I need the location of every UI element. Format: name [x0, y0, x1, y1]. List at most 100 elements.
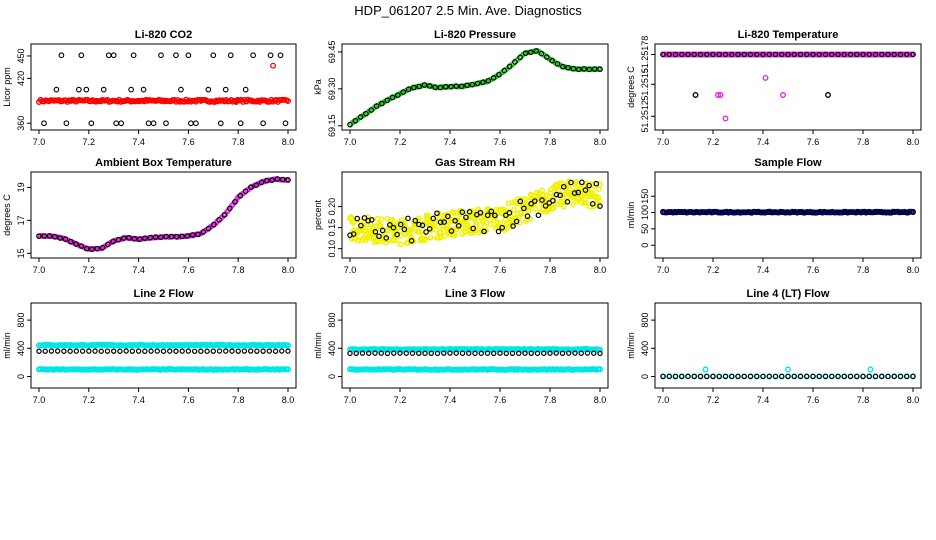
x-tick-label: 7.6	[182, 137, 195, 147]
data-point	[559, 350, 566, 356]
x-tick-label: 8.0	[907, 137, 920, 147]
data-point	[518, 210, 525, 217]
data-point	[267, 52, 274, 59]
data-point	[279, 348, 285, 354]
data-point	[205, 86, 212, 93]
x-tick-label: 7.4	[444, 395, 457, 405]
data-point	[397, 221, 404, 228]
data-point	[679, 209, 685, 215]
y-axis-label: ml/min	[626, 202, 636, 229]
data-point	[200, 229, 207, 235]
panel-2: Li-820 Temperature 7.0 7.2 7.4 7.6 7.8 8.0 51.2…	[626, 29, 922, 147]
data-point	[517, 54, 524, 61]
data-point	[528, 49, 534, 56]
data-point	[387, 222, 393, 228]
data-point	[422, 350, 428, 357]
data-point	[447, 350, 453, 356]
data-point	[910, 209, 916, 215]
data-point	[416, 350, 422, 356]
data-point	[547, 350, 553, 356]
data-point	[178, 86, 184, 93]
data-point	[36, 348, 42, 354]
x-tick-label: 7.8	[857, 137, 870, 147]
data-point	[568, 179, 574, 186]
data-point	[729, 209, 735, 215]
data-point	[474, 80, 481, 87]
data-point	[497, 350, 503, 356]
data-point	[539, 197, 545, 203]
data-point	[575, 66, 582, 73]
data-point	[378, 216, 385, 223]
y-tick-label: 51.2515	[640, 68, 650, 101]
data-point	[448, 228, 455, 234]
data-point	[67, 238, 74, 245]
data-point	[791, 51, 797, 58]
data-point	[274, 176, 281, 182]
data-point	[835, 209, 841, 215]
data-point	[591, 350, 597, 356]
data-point	[484, 350, 491, 356]
data-point	[52, 234, 58, 240]
panel-title: Line 3 Flow	[445, 288, 505, 300]
data-point	[383, 235, 390, 241]
data-point	[145, 120, 152, 127]
data-point	[566, 350, 572, 356]
x-tick-label: 7.4	[132, 137, 145, 147]
data-point	[582, 199, 589, 206]
data-point	[586, 66, 593, 73]
data-point	[150, 120, 157, 127]
data-point	[160, 348, 167, 354]
data-point	[368, 217, 375, 223]
data-point	[110, 52, 117, 59]
data-point	[581, 66, 587, 72]
data-point	[785, 51, 791, 58]
data-point	[384, 350, 391, 357]
x-tick-label: 7.2	[394, 137, 407, 147]
plot-frame	[654, 43, 922, 131]
data-point	[506, 210, 513, 216]
data-point	[735, 209, 741, 216]
data-point	[597, 366, 604, 373]
data-point	[185, 348, 192, 354]
data-point	[547, 190, 554, 196]
data-point	[469, 81, 476, 88]
data-point	[142, 235, 148, 241]
data-point	[586, 182, 592, 189]
data-point	[564, 198, 571, 205]
data-point	[269, 177, 275, 183]
data-point	[147, 234, 154, 241]
x-tick-label: 7.2	[707, 395, 720, 405]
data-point	[389, 94, 396, 101]
data-point	[716, 209, 722, 216]
x-tick-label: 7.2	[394, 395, 407, 405]
plot-frame	[341, 171, 609, 259]
data-point	[473, 221, 480, 228]
data-point	[891, 373, 897, 380]
data-points	[347, 345, 604, 373]
data-point	[426, 226, 433, 232]
data-point	[501, 67, 508, 74]
x-tick-label: 7.6	[494, 265, 507, 275]
data-point	[854, 209, 860, 216]
data-point	[441, 350, 447, 356]
data-point	[168, 233, 175, 240]
data-point	[285, 342, 292, 349]
data-point	[205, 225, 212, 232]
data-point	[572, 350, 578, 356]
plot-frame	[30, 171, 297, 259]
data-point	[582, 187, 589, 193]
data-point	[41, 233, 48, 239]
data-point	[438, 233, 445, 240]
data-point	[517, 198, 524, 205]
y-tick-label: 0.15	[327, 219, 337, 237]
data-point	[350, 231, 357, 237]
data-point	[509, 350, 516, 356]
data-point	[198, 348, 204, 354]
data-point	[452, 231, 458, 238]
data-point	[356, 227, 363, 234]
data-point	[455, 223, 462, 229]
x-tick-label: 7.2	[83, 265, 96, 275]
data-point	[226, 205, 233, 212]
data-point	[79, 348, 86, 354]
data-point	[897, 373, 904, 380]
